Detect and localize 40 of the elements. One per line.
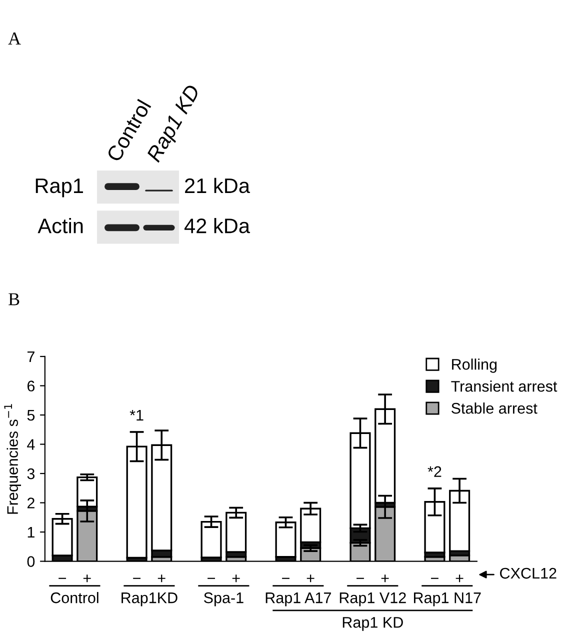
x-tick-label: + [456,574,464,582]
text: Rap1KD [122,592,178,606]
y-tick-label: 0 [27,556,35,567]
y-tick-label: 2 [27,498,34,508]
y-tick-label: 3 [27,468,35,480]
text: Rap1 A17 [266,592,331,606]
text: Rap1 N17 [414,592,481,606]
text: Control [50,592,98,604]
text: Actin [38,218,83,234]
x-tick-label: + [232,574,240,582]
annotation: *1 [130,410,144,420]
text: Rap1 KD [342,617,403,631]
x-tick-label: − [133,578,141,579]
y-tick-label: 7 [27,352,34,362]
legend-label: Stable arrest [452,402,538,414]
x-tick-label: − [356,578,364,579]
x-tick-label: + [306,574,314,582]
text: A [8,32,21,44]
x-tick-label: + [83,574,91,582]
x-tick-label: + [381,574,389,582]
text: Spa-1 [204,592,244,606]
text: CXCL12 [500,568,556,579]
y-axis-title: Frequencies s$^{−1}$ [4,404,22,514]
legend-label: Rolling [452,358,497,373]
x-tick-label: + [158,574,166,582]
x-tick-label: − [58,578,66,579]
chart-title: B [8,293,20,306]
y-tick-label: 4 [27,439,35,450]
annotation: *2 [428,466,442,477]
y-tick-label: 1 [28,527,34,538]
legend-label: Transient arrest [451,380,558,392]
x-tick-label: − [431,578,438,579]
y-tick-label: 6 [27,380,35,392]
x-tick-label: − [208,578,215,579]
text: 21 kDa [185,178,250,194]
text: 42 kDa [184,218,250,234]
y-tick-label: 5 [27,410,35,421]
x-tick-label: − [282,578,290,579]
text: Rap1 [36,178,83,198]
text: Rap1 V12 [340,592,406,606]
